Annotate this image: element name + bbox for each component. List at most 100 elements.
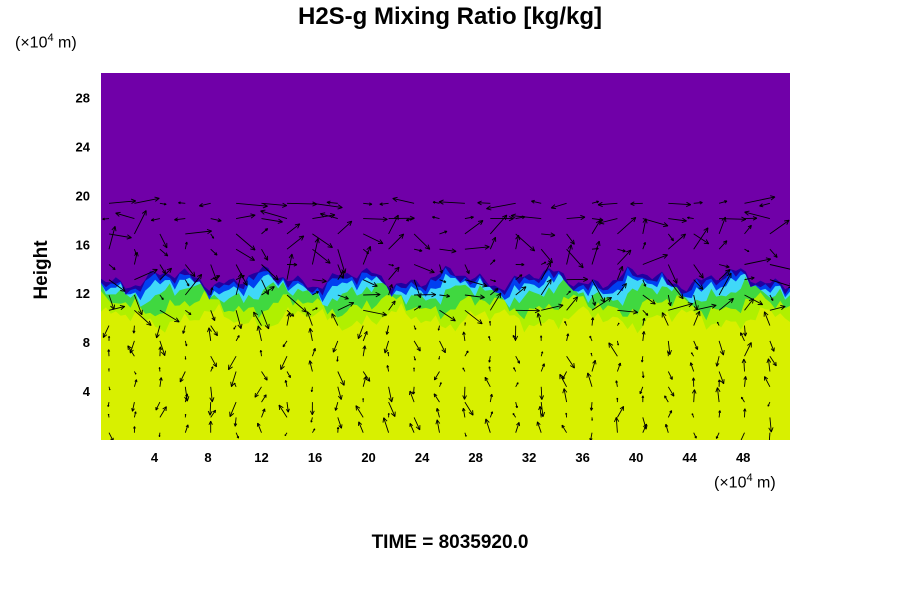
wind-vector-head	[691, 377, 696, 381]
wind-vector-head	[127, 345, 132, 351]
wind-vector	[388, 284, 393, 296]
wind-vector	[759, 202, 771, 207]
wind-vector	[278, 404, 288, 418]
wind-vector-head	[726, 272, 732, 279]
wind-vector-head	[572, 296, 579, 302]
wind-vector-head	[689, 362, 694, 366]
wind-vector-head	[150, 218, 155, 222]
wind-vector	[210, 264, 218, 282]
wind-vector	[642, 254, 668, 265]
wind-vector-head	[107, 349, 111, 352]
wind-vector	[413, 340, 421, 352]
wind-vector	[485, 418, 491, 433]
wind-vector-head	[337, 394, 343, 400]
wind-vector-head	[398, 233, 405, 239]
wind-vector-head	[766, 358, 772, 364]
wind-vector	[540, 279, 552, 296]
wind-vector	[566, 248, 584, 269]
wind-vector-head	[619, 406, 625, 411]
wind-vector-head	[691, 389, 697, 394]
wind-vector-head	[254, 392, 259, 398]
wind-vector-head	[414, 327, 417, 330]
wind-vector-head	[344, 295, 349, 300]
wind-vector	[363, 233, 384, 244]
wind-vector-head	[286, 312, 292, 318]
wind-vector	[540, 402, 544, 417]
wind-vector	[642, 279, 647, 287]
wind-vector	[413, 386, 415, 395]
wind-vector	[337, 264, 344, 279]
wind-vector-head	[174, 317, 180, 323]
wind-vector	[386, 325, 390, 335]
wind-vector-head	[488, 320, 492, 323]
wind-vector	[379, 202, 389, 205]
wind-vector-head	[284, 380, 288, 383]
wind-vector-head	[443, 280, 447, 283]
wind-vector	[439, 309, 456, 322]
wind-vector-head	[718, 410, 722, 413]
wind-vector-head	[645, 312, 649, 316]
wind-vector	[159, 248, 169, 257]
wind-vector	[642, 294, 656, 305]
wind-vector	[716, 356, 720, 367]
wind-vector	[740, 432, 745, 440]
wind-vector-head	[622, 249, 626, 253]
wind-vector	[489, 237, 496, 250]
wind-vector	[439, 294, 450, 297]
wind-vector	[617, 217, 637, 235]
wind-vector-head	[155, 407, 159, 411]
wind-vector	[716, 387, 720, 403]
x-tick-label: 20	[361, 450, 375, 465]
wind-vector-head	[666, 349, 672, 355]
wind-vector	[337, 220, 353, 235]
wind-vector-head	[664, 395, 667, 399]
wind-vector	[337, 270, 344, 280]
wind-vector-head	[102, 217, 105, 221]
y-tick-label: 4	[83, 384, 91, 399]
wind-vector-head	[159, 377, 163, 381]
wind-vector-head	[606, 296, 612, 302]
wind-vector	[769, 294, 774, 301]
wind-vector-head	[558, 303, 564, 309]
wind-vector	[210, 409, 216, 418]
wind-vector-head	[695, 310, 701, 317]
wind-vector	[208, 327, 212, 341]
wind-vector-head	[567, 244, 573, 250]
wind-vector	[134, 309, 152, 326]
wind-vector-head	[719, 350, 725, 356]
wind-vector	[719, 218, 746, 220]
wind-vector-head	[613, 417, 620, 423]
wind-vector-head	[608, 342, 614, 348]
wind-vector-head	[596, 247, 599, 251]
wind-vector	[432, 216, 440, 220]
wind-vector-head	[466, 350, 469, 354]
wind-vector	[184, 424, 189, 433]
wind-vector	[744, 225, 752, 235]
wind-vector	[261, 371, 268, 381]
wind-vector	[693, 202, 703, 204]
wind-vector	[464, 220, 484, 235]
wind-vector-head	[693, 305, 699, 311]
wind-vector	[642, 417, 647, 430]
y-tick-label: 8	[83, 335, 90, 350]
wind-vector	[608, 342, 618, 357]
wind-vector-head	[517, 360, 521, 364]
wind-vector-head	[163, 202, 167, 206]
wind-vector	[616, 266, 623, 280]
wind-vector-head	[462, 367, 465, 370]
wind-vector	[664, 395, 669, 403]
wind-vector	[490, 288, 499, 296]
wind-vector	[159, 264, 166, 274]
wind-vector-head	[107, 413, 110, 416]
wind-vector-head	[744, 210, 750, 216]
wind-vector-head	[388, 284, 393, 289]
wind-vector-head	[484, 376, 489, 382]
wind-vector	[326, 201, 338, 204]
wind-vector	[409, 423, 415, 433]
wind-vector-head	[336, 359, 339, 362]
wind-vector-head	[750, 276, 755, 281]
wind-vector	[693, 279, 704, 290]
mixing-layer-bands	[101, 73, 790, 334]
wind-vector-head	[293, 262, 298, 267]
wind-vector	[320, 213, 338, 220]
